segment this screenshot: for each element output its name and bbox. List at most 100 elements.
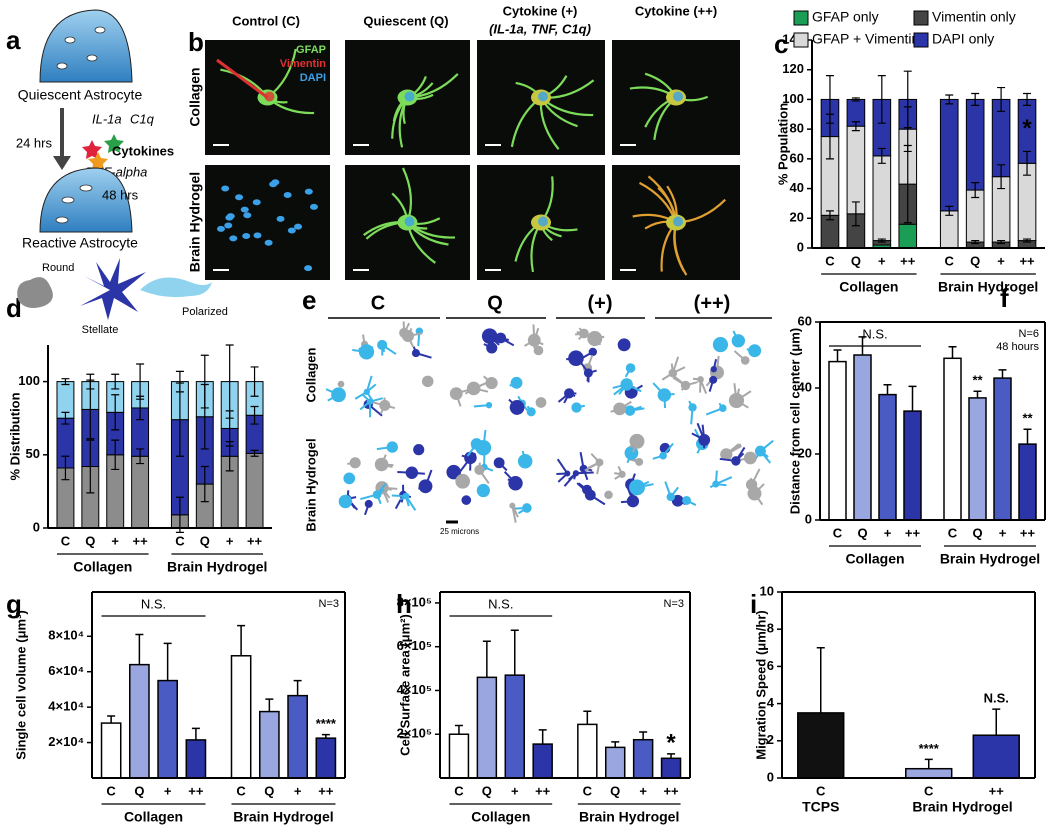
- silhouette-process: [489, 335, 505, 343]
- silhouette-process: [483, 466, 494, 472]
- silhouette-process: [750, 468, 761, 486]
- silhouette-process: [620, 500, 633, 504]
- silhouette-process: [469, 452, 477, 459]
- significance: **: [972, 373, 983, 388]
- group-label: Brain Hydrogel: [167, 559, 267, 575]
- silhouette-process: [714, 470, 718, 485]
- nucleus: [287, 227, 296, 234]
- silhouette-process: [759, 450, 772, 464]
- error-bar: [454, 724, 463, 735]
- x-tick-label: Q: [972, 525, 982, 540]
- silhouette-process: [672, 366, 686, 374]
- silhouette-process: [478, 469, 490, 484]
- legend-icon: [140, 277, 212, 298]
- significance: ****: [919, 741, 940, 756]
- legend-swatch: [913, 32, 929, 48]
- silhouette-process: [699, 379, 703, 386]
- error-bar: [111, 394, 120, 431]
- x-tick-label: ++: [318, 783, 334, 798]
- bar: [878, 393, 897, 521]
- bar: [828, 360, 847, 521]
- silhouette: [604, 490, 613, 500]
- y-tick-label: 120: [782, 61, 804, 76]
- silhouette-process: [614, 473, 623, 480]
- nucleus: [673, 216, 683, 227]
- silhouette-process: [455, 393, 462, 407]
- bar-segment: [846, 125, 866, 215]
- silhouette-process: [594, 337, 602, 346]
- error-bar: [883, 383, 892, 395]
- silhouette-process: [753, 492, 764, 506]
- group-label: Brain Hydrogel: [912, 799, 1012, 815]
- error-bar: [639, 731, 648, 740]
- legend-swatch: [793, 10, 809, 26]
- bar: [100, 722, 122, 779]
- x-tick-label: C: [816, 783, 826, 798]
- silhouette: [338, 494, 353, 509]
- error-bar: [250, 405, 259, 425]
- group-label: Collagen: [73, 559, 132, 575]
- silhouette-process: [384, 404, 396, 410]
- bar: [797, 712, 845, 779]
- x-tick-label: Q: [857, 525, 867, 540]
- y-tick-label: 2×10⁴: [48, 734, 84, 749]
- group-label: Collagen: [845, 551, 904, 567]
- nucleus: [243, 212, 252, 219]
- silhouette-process: [578, 332, 585, 340]
- bar-segment: [872, 155, 892, 242]
- silhouette-process: [403, 322, 411, 334]
- error-bar: [225, 344, 234, 419]
- x-tick-label: ++: [1020, 525, 1036, 540]
- error-bar: [265, 698, 274, 712]
- error-bar: [175, 496, 184, 533]
- process: [216, 58, 269, 99]
- nucleus: [276, 215, 285, 222]
- silhouette-process: [672, 376, 687, 387]
- silhouette-process: [365, 375, 373, 393]
- y-tick-label: 4: [767, 695, 775, 710]
- silhouette-process: [636, 480, 650, 489]
- nucleus: [538, 216, 548, 227]
- error-bar: [948, 346, 957, 359]
- silhouette-process: [473, 404, 490, 408]
- significance: ****: [316, 716, 337, 731]
- x-tick-label: C: [454, 783, 464, 798]
- error-bar: [945, 205, 954, 216]
- y-tick-label: 10: [760, 583, 774, 598]
- error-bar: [992, 708, 1001, 736]
- y-tick-label: 80: [790, 121, 804, 136]
- bar: [476, 676, 498, 779]
- bar: [532, 743, 553, 779]
- error-bar: [971, 239, 980, 245]
- x-tick-label: C: [61, 533, 71, 548]
- nucleus: [538, 91, 548, 102]
- significance: *: [1022, 115, 1032, 142]
- bar: [632, 738, 654, 779]
- silhouette-process: [625, 484, 634, 502]
- panel-letter: b: [188, 27, 204, 57]
- y-tick-label: 60: [798, 313, 812, 328]
- silhouette-process: [701, 424, 706, 441]
- error-bar: [998, 369, 1007, 379]
- nucleus: [224, 222, 233, 229]
- error-bar: [971, 182, 980, 199]
- silhouette-process: [370, 400, 386, 407]
- x-tick-label: Q: [482, 783, 492, 798]
- bar: [504, 674, 526, 779]
- label: Reactive Astrocyte: [22, 235, 138, 251]
- silhouette-process: [500, 337, 515, 347]
- cells: [55, 184, 93, 224]
- y-tick-label: 6×10⁵: [397, 638, 432, 653]
- bar: [660, 757, 682, 779]
- micrograph: [205, 165, 330, 280]
- silhouette-process: [508, 398, 518, 409]
- group-label: Brain Hydrogel: [579, 809, 679, 825]
- bar: [287, 694, 308, 779]
- error-bar: [136, 363, 145, 400]
- silhouette-process: [725, 445, 742, 456]
- y-tick-label: 0: [767, 769, 774, 784]
- x-tick-label: +: [164, 783, 172, 798]
- x-tick-label: Q: [610, 783, 620, 798]
- note: N=3: [319, 598, 340, 610]
